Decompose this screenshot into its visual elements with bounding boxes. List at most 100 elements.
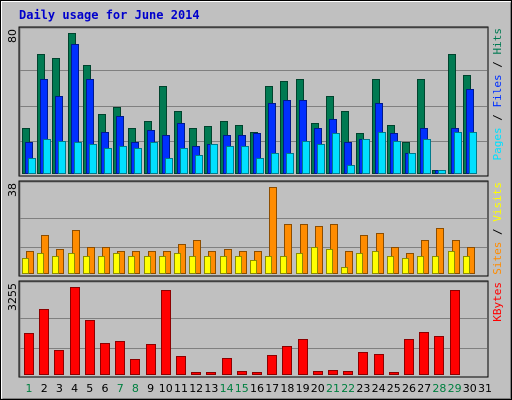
bar-kbytes-day-18 — [282, 346, 292, 375]
x-tick-label-day-24: 24 — [372, 382, 386, 395]
bar-visits-day-22 — [341, 267, 348, 274]
bar-pages-day-12 — [195, 155, 203, 174]
bar-visits-day-26 — [402, 258, 409, 274]
bar-sites-day-22 — [345, 251, 353, 274]
x-tick-label-day-9: 9 — [147, 382, 154, 395]
bar-pages-day-17 — [271, 153, 279, 174]
bar-sites-day-17 — [269, 187, 277, 274]
bar-pages-day-16 — [256, 158, 264, 174]
x-tick-label-day-31: 31 — [478, 382, 492, 395]
x-tick-label-day-16: 16 — [250, 382, 264, 395]
bar-visits-day-18 — [280, 256, 287, 274]
x-tick-label-day-19: 19 — [296, 382, 310, 395]
legend-entry: / — [491, 108, 504, 128]
bar-sites-day-18 — [284, 224, 292, 274]
x-tick-label-day-26: 26 — [402, 382, 416, 395]
bar-kbytes-day-19 — [298, 339, 308, 375]
bar-pages-day-22 — [347, 165, 355, 174]
x-tick-label-day-25: 25 — [387, 382, 401, 395]
bar-pages-day-19 — [302, 141, 310, 174]
bar-visits-day-7 — [113, 253, 120, 274]
bar-visits-day-9 — [144, 256, 151, 274]
x-tick-label-day-17: 17 — [265, 382, 279, 395]
x-tick-label-day-3: 3 — [56, 382, 63, 395]
bar-kbytes-day-4 — [70, 287, 80, 375]
bar-visits-day-23 — [356, 253, 363, 274]
bar-visits-day-4 — [68, 253, 75, 274]
bar-pages-day-14 — [226, 146, 234, 174]
legend-entry: Visits — [491, 182, 504, 222]
bar-visits-day-30 — [463, 256, 470, 274]
bar-visits-day-8 — [128, 256, 135, 274]
bar-visits-day-17 — [265, 256, 272, 274]
bar-pages-day-25 — [393, 141, 401, 174]
panel-usage-ymax-label: 80 — [6, 29, 19, 43]
bar-pages-day-2 — [43, 139, 51, 174]
bar-pages-day-24 — [378, 132, 386, 174]
bar-kbytes-day-17 — [267, 355, 277, 375]
x-tick-label-day-10: 10 — [159, 382, 173, 395]
x-tick-label-day-4: 4 — [71, 382, 78, 395]
x-tick-label-day-2: 2 — [41, 382, 48, 395]
bar-pages-day-3 — [58, 141, 66, 174]
x-tick-label-day-8: 8 — [132, 382, 139, 395]
bar-pages-day-21 — [332, 133, 340, 174]
bar-kbytes-day-5 — [85, 320, 95, 375]
bar-kbytes-day-10 — [161, 290, 171, 375]
panel-usage-bevel — [19, 27, 487, 175]
bar-pages-day-28 — [438, 170, 446, 174]
bar-visits-day-2 — [37, 253, 44, 274]
bar-kbytes-day-21 — [328, 370, 338, 375]
legend-entry: / — [491, 222, 504, 242]
panel-visits-bars — [22, 187, 475, 274]
x-tick-label-day-6: 6 — [102, 382, 109, 395]
x-tick-label-day-12: 12 — [189, 382, 203, 395]
bar-kbytes-day-6 — [100, 343, 110, 375]
panel-kbytes-bars — [24, 287, 460, 375]
bar-visits-day-25 — [387, 256, 394, 274]
bar-visits-day-11 — [174, 253, 181, 274]
bar-kbytes-day-2 — [39, 309, 49, 375]
bar-pages-day-8 — [134, 148, 142, 174]
x-tick-label-day-14: 14 — [220, 382, 234, 395]
x-tick-label-day-29: 29 — [448, 382, 462, 395]
bar-visits-day-14 — [220, 256, 227, 274]
x-tick-label-day-13: 13 — [204, 382, 218, 395]
bar-visits-day-16 — [250, 260, 257, 274]
legend-entry: Pages — [491, 127, 504, 160]
panel-kbytes-legend: KBytes — [491, 282, 504, 322]
bar-kbytes-day-24 — [374, 354, 384, 375]
chart-title: Daily usage for June 2014 — [19, 8, 200, 22]
bar-kbytes-day-1 — [24, 333, 34, 375]
bar-pages-day-30 — [469, 132, 477, 174]
panel-usage-legend: Pages / Files / Hits — [491, 28, 504, 161]
bar-sites-day-4 — [72, 230, 80, 274]
panel-kbytes-ymax-label: 3255 — [6, 283, 19, 311]
bar-kbytes-day-15 — [237, 371, 247, 375]
bar-visits-day-12 — [189, 256, 196, 274]
x-tick-label-day-21: 21 — [326, 382, 340, 395]
bar-kbytes-day-25 — [389, 372, 399, 375]
legend-entry: Sites — [491, 242, 504, 275]
x-tick-label-day-22: 22 — [341, 382, 355, 395]
bar-pages-day-5 — [89, 144, 97, 174]
bar-kbytes-day-11 — [176, 356, 186, 375]
bar-kbytes-day-8 — [130, 359, 140, 375]
bar-kbytes-day-14 — [222, 358, 232, 375]
bar-pages-day-4 — [74, 142, 82, 174]
x-tick-label-day-7: 7 — [117, 382, 124, 395]
bar-visits-day-6 — [98, 256, 105, 274]
legend-entry: Files — [491, 74, 504, 107]
bar-visits-day-13 — [204, 256, 211, 274]
x-axis-day-labels: 1 2 3 4 5 6 7 8 9 10 11 12 13 14 15 16 17 18 19 20 21 22 23 24 2… — [26, 382, 493, 395]
bar-visits-day-10 — [159, 256, 166, 274]
bar-pages-day-6 — [104, 148, 112, 174]
bar-kbytes-day-20 — [313, 371, 323, 375]
bar-pages-day-18 — [286, 153, 294, 174]
bar-pages-day-29 — [454, 132, 462, 174]
bar-kbytes-day-16 — [252, 372, 262, 375]
panel-visits-bevel — [19, 181, 487, 275]
x-tick-label-day-30: 30 — [463, 382, 477, 395]
panel-visits-legend: Sites / Visits — [491, 182, 504, 275]
